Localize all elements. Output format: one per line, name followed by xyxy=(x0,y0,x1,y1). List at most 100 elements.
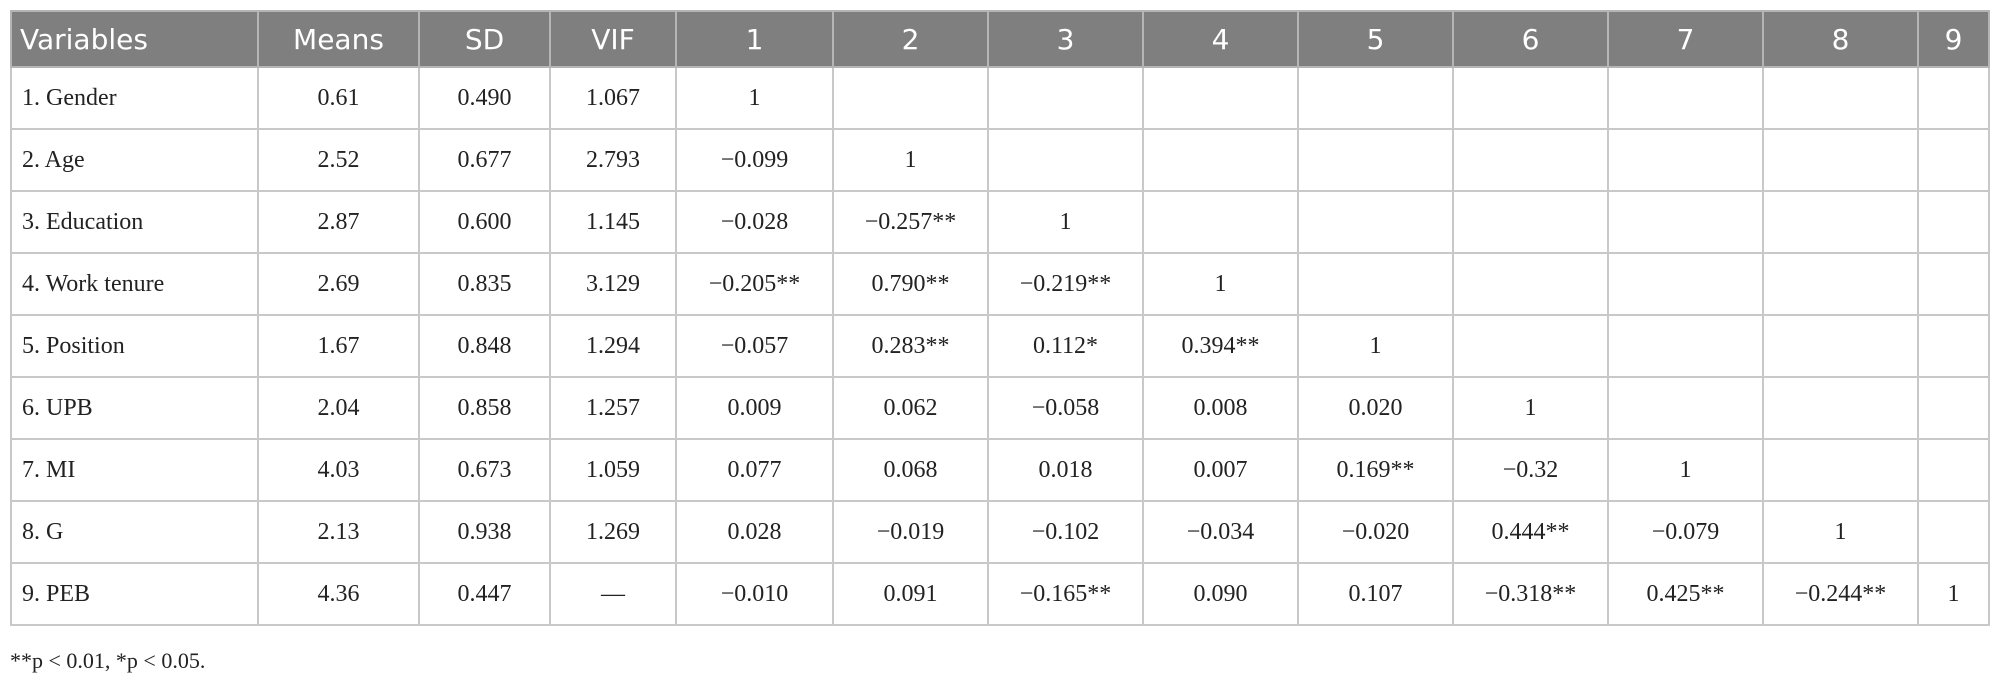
empty-cell xyxy=(1452,66,1609,130)
row-label: 5. Position xyxy=(10,314,259,378)
row-label: 2. Age xyxy=(10,128,259,192)
table-row: 7. MI 4.03 0.673 1.059 0.077 0.068 0.018 0.007 0… xyxy=(10,438,1990,502)
table-cell: 2.52 xyxy=(257,128,420,192)
row-label: 6. UPB xyxy=(10,376,259,440)
header-cell: Means xyxy=(257,10,420,68)
table-cell: 0.068 xyxy=(832,438,989,502)
header-cell: 9 xyxy=(1917,10,1990,68)
table-cell: −0.205** xyxy=(675,252,834,316)
empty-cell xyxy=(1607,376,1764,440)
empty-cell xyxy=(1917,438,1990,502)
empty-cell xyxy=(1917,128,1990,192)
table-cell: 0.61 xyxy=(257,66,420,130)
table-cell: 1 xyxy=(832,128,989,192)
table-cell: −0.028 xyxy=(675,190,834,254)
table-cell: 0.444** xyxy=(1452,500,1609,564)
table-cell: −0.102 xyxy=(987,500,1144,564)
table-cell: 0.447 xyxy=(418,562,551,626)
table-cell: 1 xyxy=(1452,376,1609,440)
table-row: 4. Work tenure 2.69 0.835 3.129 −0.205** 0.79… xyxy=(10,252,1990,316)
table-cell: 1 xyxy=(675,66,834,130)
table-body: 1. Gender 0.61 0.490 1.067 1 2. Age 2.52 0.677 2… xyxy=(10,66,1990,626)
row-label: 4. Work tenure xyxy=(10,252,259,316)
table-cell: 0.091 xyxy=(832,562,989,626)
table-cell: 0.008 xyxy=(1142,376,1299,440)
empty-cell xyxy=(1917,252,1990,316)
empty-cell xyxy=(1297,252,1454,316)
table-cell: 0.009 xyxy=(675,376,834,440)
empty-cell xyxy=(987,66,1144,130)
table-cell: 1.059 xyxy=(549,438,677,502)
correlation-table: Variables Means SD VIF 1 2 3 4 5 6 7 8 9 1. Gender 0.… xyxy=(10,10,1990,626)
empty-cell xyxy=(1917,314,1990,378)
empty-cell xyxy=(1452,314,1609,378)
empty-cell xyxy=(1762,190,1919,254)
table-cell: 2.87 xyxy=(257,190,420,254)
table-cell: −0.058 xyxy=(987,376,1144,440)
header-cell: VIF xyxy=(549,10,677,68)
table-cell: −0.318** xyxy=(1452,562,1609,626)
header-cell: SD xyxy=(418,10,551,68)
table-cell: 0.020 xyxy=(1297,376,1454,440)
table-cell: 0.677 xyxy=(418,128,551,192)
row-label: 3. Education xyxy=(10,190,259,254)
table-cell: 1.067 xyxy=(549,66,677,130)
table-cell: 0.938 xyxy=(418,500,551,564)
empty-cell xyxy=(1607,190,1764,254)
table-cell: 1 xyxy=(1607,438,1764,502)
empty-cell xyxy=(1762,128,1919,192)
table-cell: 1 xyxy=(1297,314,1454,378)
table-cell: −0.019 xyxy=(832,500,989,564)
header-cell: 6 xyxy=(1452,10,1609,68)
empty-cell xyxy=(1917,376,1990,440)
header-cell: 7 xyxy=(1607,10,1764,68)
table-cell: 2.13 xyxy=(257,500,420,564)
table-cell: 1.145 xyxy=(549,190,677,254)
empty-cell xyxy=(1607,314,1764,378)
table-cell: 3.129 xyxy=(549,252,677,316)
table-cell: −0.034 xyxy=(1142,500,1299,564)
row-label: 7. MI xyxy=(10,438,259,502)
empty-cell xyxy=(1297,128,1454,192)
empty-cell xyxy=(1917,500,1990,564)
table-cell: 4.36 xyxy=(257,562,420,626)
table-cell: 0.848 xyxy=(418,314,551,378)
table-cell: 1.257 xyxy=(549,376,677,440)
table-row: 2. Age 2.52 0.677 2.793 −0.099 1 xyxy=(10,128,1990,192)
table-cell: 0.490 xyxy=(418,66,551,130)
table-cell: 0.835 xyxy=(418,252,551,316)
empty-cell xyxy=(1142,128,1299,192)
table-row: 5. Position 1.67 0.848 1.294 −0.057 0.283** 0.… xyxy=(10,314,1990,378)
table-cell: −0.010 xyxy=(675,562,834,626)
empty-cell xyxy=(832,66,989,130)
row-label: 9. PEB xyxy=(10,562,259,626)
table-cell: 0.112* xyxy=(987,314,1144,378)
table-row: 8. G 2.13 0.938 1.269 0.028 −0.019 −0.102 −0.03… xyxy=(10,500,1990,564)
header-cell: Variables xyxy=(10,10,259,68)
empty-cell xyxy=(1607,128,1764,192)
empty-cell xyxy=(1762,66,1919,130)
table-cell: −0.057 xyxy=(675,314,834,378)
header-cell: 5 xyxy=(1297,10,1454,68)
table-cell: −0.079 xyxy=(1607,500,1764,564)
table-cell: 0.090 xyxy=(1142,562,1299,626)
table-cell: 1.67 xyxy=(257,314,420,378)
empty-cell xyxy=(1762,376,1919,440)
empty-cell xyxy=(1142,66,1299,130)
header-cell: 1 xyxy=(675,10,834,68)
table-cell: 0.283** xyxy=(832,314,989,378)
empty-cell xyxy=(1297,190,1454,254)
header-cell: 2 xyxy=(832,10,989,68)
table-cell: −0.020 xyxy=(1297,500,1454,564)
empty-cell xyxy=(1917,190,1990,254)
table-cell: 0.007 xyxy=(1142,438,1299,502)
table-cell: −0.257** xyxy=(832,190,989,254)
table-row: 6. UPB 2.04 0.858 1.257 0.009 0.062 −0.058 0.00… xyxy=(10,376,1990,440)
table-cell: 0.790** xyxy=(832,252,989,316)
table-row: 9. PEB 4.36 0.447— −0.010 0.091 −0.165** 0.090… xyxy=(10,562,1990,626)
table-cell: 0.028 xyxy=(675,500,834,564)
header-cell: 3 xyxy=(987,10,1144,68)
table-cell: 0.600 xyxy=(418,190,551,254)
table-cell: −0.165** xyxy=(987,562,1144,626)
table-cell: 0.673 xyxy=(418,438,551,502)
